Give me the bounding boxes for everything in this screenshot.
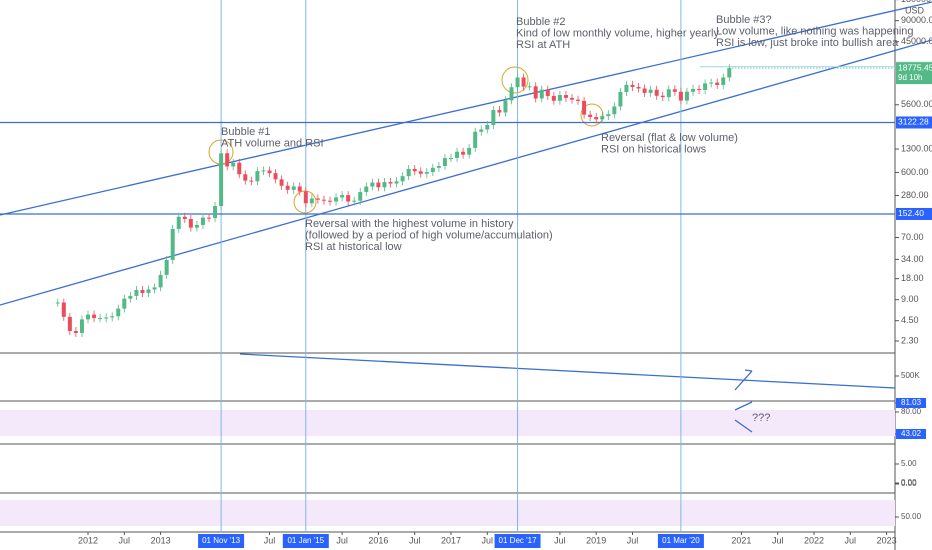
pane-borders (0, 0, 896, 550)
y-tick-label: 70.00 (901, 232, 924, 242)
x-tick-label: 01 Dec '17 (499, 536, 538, 545)
annotation: RSI on historical lows (601, 143, 707, 155)
x-tick-label: Jul (482, 535, 494, 545)
pane-tick-label: 81.03 (901, 398, 922, 407)
x-tick-label: 2013 (151, 535, 171, 545)
last-price-label: 18775.45 (898, 62, 932, 72)
pane-tick-label: 5.00 (901, 459, 917, 468)
date-label-box (494, 534, 541, 548)
annotation: RSI is low, just broke into bullish area (716, 37, 899, 49)
x-tick-label: Jul (264, 535, 276, 545)
y-tick-label: 1300.00 (901, 143, 932, 153)
pane-label-box (896, 429, 926, 439)
level-label: 3122.28 (898, 117, 929, 127)
annotation: Bubble #3? (716, 14, 772, 26)
pane-tick-label: 50.00 (901, 512, 922, 521)
y-unit: USD (905, 5, 925, 15)
y-tick-label: 280.00 (901, 190, 929, 200)
x-tick-label: Jul (409, 535, 421, 545)
y-tick-label: 4.50 (901, 315, 919, 325)
x-tick-label: 2017 (441, 535, 461, 545)
pane-tick-label: 80.00 (901, 407, 922, 416)
x-tick-label: 2023 (877, 535, 897, 545)
annotation: ??? (752, 412, 770, 424)
pane-tick-label: 500K (901, 371, 920, 380)
annotation: Kind of low monthly volume, higher yearl… (516, 27, 719, 39)
annotation: Low volume, like nothing was happening (716, 25, 914, 37)
x-tick-label: Jul (772, 535, 784, 545)
x-tick-label: 01 Mar '20 (662, 536, 700, 545)
y-tick-label: 180000.00 (901, 0, 932, 4)
x-tick-label: Jul (336, 535, 348, 545)
x-tick-label: 2016 (368, 535, 388, 545)
annotation: Reversal with the highest volume in hist… (305, 218, 514, 230)
date-label-box (657, 534, 704, 548)
y-tick-label: 600.00 (901, 167, 929, 177)
y-tick-label: 5600.00 (901, 99, 932, 109)
x-tick-label: 01 Jan '15 (287, 536, 324, 545)
x-tick-label: 2012 (78, 535, 98, 545)
x-tick-label: 2021 (731, 535, 751, 545)
annotation: RSI at historical low (305, 241, 402, 253)
pane-tick-label: 0.00 (901, 479, 917, 488)
x-tick-label: Jul (627, 535, 639, 545)
level-label: 152.40 (898, 208, 924, 218)
x-tick-label: Jul (554, 535, 566, 545)
pane-tick-label: 0.00 (901, 478, 917, 487)
level-label-box (896, 116, 932, 129)
y-tick-label: 18.00 (901, 273, 924, 283)
x-tick-label: 2022 (804, 535, 824, 545)
pane-tick-label: 43.02 (901, 429, 922, 438)
level-label-box (896, 207, 932, 220)
annotation: ATH volume and RSI (221, 137, 324, 149)
annotation: Reversal (flat & low volume) (601, 132, 738, 144)
y-tick-label: 34.00 (901, 254, 924, 264)
x-tick-label: Jul (119, 535, 131, 545)
annotation: RSI at ATH (516, 39, 570, 51)
highlight-circles (208, 66, 604, 214)
last-price-box (896, 62, 932, 85)
pane-label-box (896, 398, 926, 408)
countdown: 9d 10h (898, 73, 922, 82)
channel (0, 1, 932, 433)
date-label-box (282, 534, 329, 548)
x-tick-label: 2019 (586, 535, 606, 545)
annotation: (followed by a period of high volume/acc… (305, 229, 553, 241)
y-tick-label: 90000.00 (901, 15, 932, 25)
annotation: Bubble #1 (221, 126, 271, 138)
y-tick-label: 45000.00 (901, 36, 932, 46)
y-tick-label: 2.30 (901, 335, 919, 345)
x-tick-label: Jul (845, 535, 857, 545)
date-label-box (198, 534, 245, 548)
x-tick-label: 01 Nov '13 (202, 536, 241, 545)
annotation: Bubble #2 (516, 16, 566, 28)
osc-band (0, 500, 895, 526)
y-tick-label: 9.00 (901, 294, 919, 304)
rsi-band (0, 410, 895, 436)
